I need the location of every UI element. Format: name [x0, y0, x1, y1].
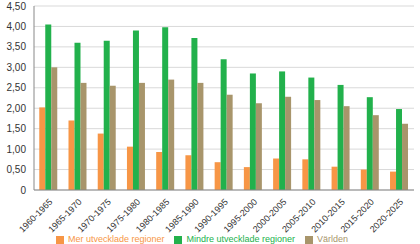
svg-text:1995-2000: 1995-2000	[221, 196, 260, 235]
svg-text:0: 0	[20, 185, 26, 196]
svg-text:0,50: 0,50	[8, 164, 26, 175]
svg-text:2020-2025: 2020-2025	[368, 197, 406, 235]
html-text:Världen: Världen	[317, 234, 349, 244]
html-text:Mindre utvecklade regioner: Mindre utvecklade regioner	[186, 234, 295, 244]
svg-text:1990-1995: 1990-1995	[192, 196, 230, 235]
svg-text:1,50: 1,50	[8, 123, 26, 134]
svg-text:2015-2020: 2015-2020	[338, 196, 377, 235]
svg-text:2000-2005: 2000-2005	[250, 196, 289, 235]
svg-text:1985-1990: 1985-1990	[163, 196, 201, 235]
svg-text:2,00: 2,00	[8, 103, 26, 114]
svg-text:1960-1965: 1960-1965	[17, 196, 55, 235]
svg-text:1965-1970: 1965-1970	[46, 196, 84, 235]
svg-text:2005-2010: 2005-2010	[280, 196, 318, 235]
svg-text:2,50: 2,50	[8, 82, 26, 93]
svg-text:2010-2015: 2010-2015	[309, 196, 347, 235]
svg-text:4,00: 4,00	[8, 21, 26, 32]
svg-text:1,00: 1,00	[8, 144, 26, 155]
svg-text:1980-1985: 1980-1985	[134, 196, 172, 235]
svg-text:1970-1975: 1970-1975	[75, 196, 113, 235]
svg-text:3,50: 3,50	[8, 41, 26, 52]
svg-text:4,50: 4,50	[8, 1, 26, 12]
svg-text:1975-1980: 1975-1980	[104, 196, 143, 235]
svg-text:3,00: 3,00	[8, 62, 26, 73]
html-text:Mer utvecklade regioner: Mer utvecklade regioner	[67, 234, 165, 244]
